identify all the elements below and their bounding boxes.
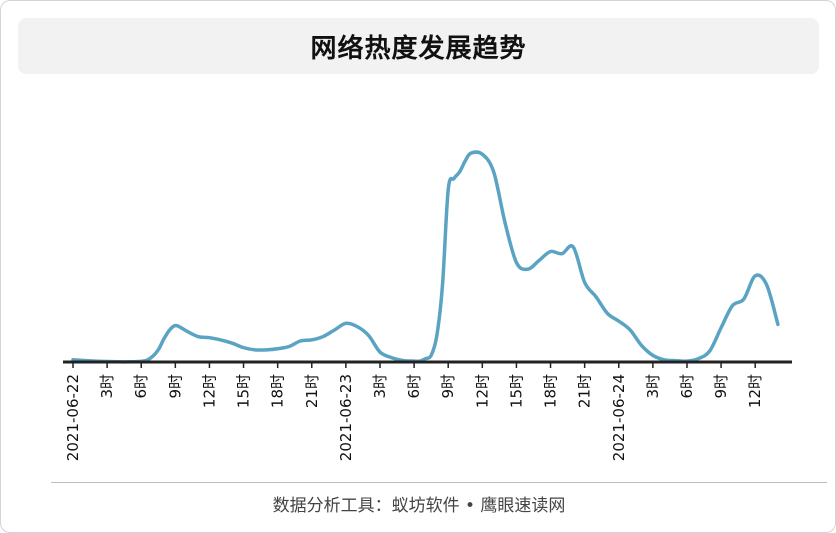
footer-divider	[51, 482, 827, 483]
x-tick-label: 21时	[576, 374, 594, 408]
title-bar: 网络热度发展趋势	[18, 18, 819, 74]
x-tick-label: 6时	[405, 374, 423, 399]
x-tick-label: 21时	[303, 374, 321, 408]
heat-trend-line	[71, 150, 780, 364]
x-tick-label: 3时	[371, 374, 389, 399]
x-tick-label: 12时	[200, 374, 218, 408]
x-tick-label: 6时	[132, 374, 150, 399]
x-tick-label: 15时	[235, 374, 253, 408]
footer-source: 数据分析工具：蚁坊软件 • 鹰眼速读网	[272, 496, 566, 516]
x-tick-label: 6时	[678, 374, 696, 399]
x-tick-label: 2021-06-23	[337, 374, 355, 461]
x-tick-label: 9时	[166, 374, 184, 399]
x-axis-ticks: 2021-06-22 3时 6时 9时 12时 15时 18时 21时 2021-06-23 3时…	[64, 362, 764, 461]
x-tick-label: 15时	[507, 374, 525, 408]
chart-title: 网络热度发展趋势	[310, 33, 527, 64]
x-tick-label: 9时	[712, 374, 730, 399]
x-tick-label: 3时	[98, 374, 116, 399]
x-tick-label: 12时	[746, 374, 764, 408]
x-tick-label: 2021-06-24	[610, 374, 628, 461]
x-tick-label: 2021-06-22	[64, 374, 82, 461]
x-tick-label: 9时	[439, 374, 457, 399]
x-tick-label: 3时	[644, 374, 662, 399]
x-tick-label: 12时	[473, 374, 491, 408]
x-tick-label: 18时	[542, 374, 560, 408]
x-tick-label: 18时	[269, 374, 287, 408]
